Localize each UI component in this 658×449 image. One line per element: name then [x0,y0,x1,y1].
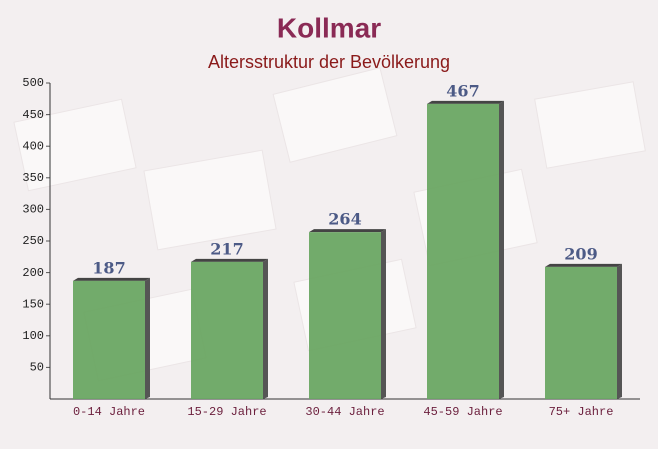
value-label: 187 [92,258,125,277]
y-tick-label: 400 [22,139,44,153]
bar-shadow [617,263,622,399]
bar-top [309,229,386,233]
bar [73,280,145,399]
y-tick-label: 150 [22,297,44,311]
y-tick-label: 300 [22,203,44,217]
y-tick-label: 500 [22,76,44,90]
x-tick-label: 45-59 Jahre [423,405,502,419]
chart-subtitle: Altersstruktur der Bevölkerung [208,52,450,72]
y-tick-label: 50 [30,361,44,375]
bar-shadow [145,277,150,399]
value-label: 467 [446,81,479,100]
y-tick-label: 450 [22,108,44,122]
value-label: 209 [564,244,597,263]
x-tick-label: 75+ Jahre [549,405,614,419]
bar [191,261,263,399]
bar-shadow [499,100,504,399]
y-tick-label: 100 [22,329,44,343]
y-tick-label: 250 [22,234,44,248]
bar-top [427,100,504,104]
bar [427,103,499,399]
bar-top [191,258,268,262]
x-tick-label: 15-29 Jahre [187,405,266,419]
y-tick-label: 200 [22,266,44,280]
bar-shadow [381,229,386,399]
value-label: 217 [210,239,243,258]
chart-title: Kollmar [277,12,381,43]
x-tick-label: 30-44 Jahre [305,405,384,419]
bar [309,232,381,399]
y-tick-label: 350 [22,171,44,185]
bar-shadow [263,258,268,399]
x-tick-label: 0-14 Jahre [73,405,145,419]
bar-top [545,263,622,267]
value-label: 264 [328,210,361,229]
bar-top [73,277,150,281]
bar [545,266,617,399]
